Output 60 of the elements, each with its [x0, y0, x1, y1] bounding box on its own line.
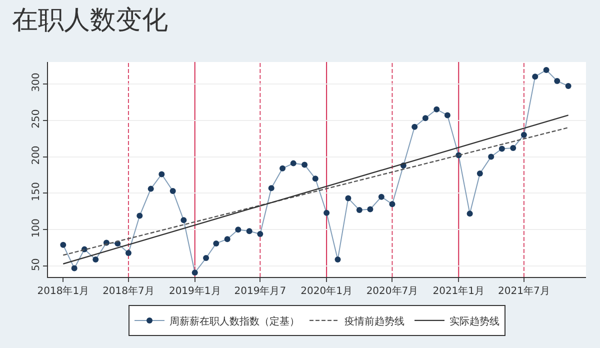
point — [510, 145, 516, 151]
point — [312, 176, 318, 182]
point — [170, 188, 176, 194]
x-tick-label: 2020年1月 — [300, 285, 352, 297]
legend-label: 实际趋势线 — [450, 315, 500, 328]
point — [71, 265, 78, 272]
point — [476, 170, 483, 177]
y-tick-label: 150 — [31, 182, 42, 202]
x-tick-label: 2021年7月 — [498, 285, 550, 297]
y-tick-label: 200 — [31, 146, 42, 165]
x-tick-label: 2019年月7 — [234, 285, 286, 297]
point — [203, 255, 210, 262]
point — [257, 231, 264, 237]
y-tick-label: 300 — [31, 72, 42, 92]
point — [356, 206, 362, 213]
point — [422, 115, 428, 122]
point — [302, 162, 308, 168]
point — [324, 210, 330, 216]
point — [280, 165, 286, 172]
point — [378, 194, 384, 200]
point — [367, 206, 374, 212]
x-tick-label: 2018年7月 — [102, 285, 154, 297]
point — [498, 146, 505, 152]
point — [554, 78, 560, 84]
point — [125, 250, 132, 256]
point — [158, 171, 165, 178]
point — [235, 226, 242, 233]
point — [444, 112, 450, 118]
legend-label: 疫情前趋势线 — [344, 315, 404, 328]
point — [488, 154, 494, 160]
point — [180, 217, 187, 224]
legend-label: 周薪薪在职人数指数（定基） — [170, 315, 300, 328]
point — [290, 160, 296, 166]
point — [466, 210, 473, 217]
point — [148, 186, 154, 192]
chart-title: 在职人数变化 — [12, 6, 168, 36]
x-tick-label: 2019年1月 — [168, 285, 221, 297]
point — [136, 212, 143, 219]
point — [532, 74, 538, 80]
point — [92, 256, 99, 263]
point — [565, 83, 572, 90]
point — [345, 195, 352, 202]
point — [334, 256, 341, 263]
x-tick-label: 2020年7月 — [366, 285, 418, 297]
point — [60, 242, 66, 248]
point — [389, 201, 396, 208]
point — [213, 240, 220, 246]
point — [224, 236, 230, 242]
point — [246, 228, 252, 234]
point — [543, 67, 550, 74]
point — [192, 270, 198, 276]
y-tick-label: 50 — [31, 258, 42, 271]
x-tick-label: 2018年1月 — [37, 285, 90, 297]
y-tick-label: 250 — [31, 109, 42, 128]
point — [434, 106, 440, 112]
point — [268, 185, 274, 192]
point — [412, 124, 418, 130]
x-tick-label: 2021年1月 — [432, 285, 485, 297]
point — [520, 132, 527, 138]
y-tick-label: 100 — [31, 218, 42, 238]
